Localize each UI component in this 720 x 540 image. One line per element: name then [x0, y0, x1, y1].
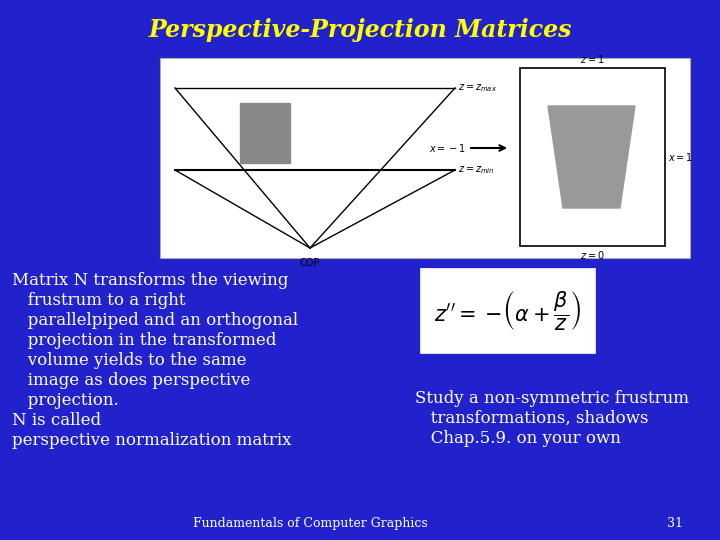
Text: COP: COP — [300, 258, 320, 268]
Bar — [420, 268, 595, 353]
Text: $z = 1$: $z = 1$ — [580, 53, 605, 65]
Text: volume yields to the same: volume yields to the same — [12, 352, 246, 369]
Text: $z = z_{min}$: $z = z_{min}$ — [458, 164, 495, 176]
Text: transformations, shadows: transformations, shadows — [415, 410, 649, 427]
Bar — [160, 58, 690, 258]
Text: $z = 0$: $z = 0$ — [580, 249, 605, 261]
Text: $x = -1$: $x = -1$ — [429, 142, 466, 154]
Bar — [520, 68, 665, 246]
Text: $z'' = -\!\left(\alpha + \dfrac{\beta}{z}\right)$: $z'' = -\!\left(\alpha + \dfrac{\beta}{z… — [433, 289, 581, 332]
Text: $x = 1$: $x = 1$ — [668, 151, 693, 163]
Text: projection.: projection. — [12, 392, 119, 409]
Text: $z = z_{max}$: $z = z_{max}$ — [458, 82, 497, 94]
Text: parallelpiped and an orthogonal: parallelpiped and an orthogonal — [12, 312, 298, 329]
Text: N is called: N is called — [12, 412, 101, 429]
Text: Chap.5.9. on your own: Chap.5.9. on your own — [415, 430, 621, 447]
Text: Perspective-Projection Matrices: Perspective-Projection Matrices — [148, 18, 572, 42]
Text: Matrix N transforms the viewing: Matrix N transforms the viewing — [12, 272, 289, 289]
Bar — [240, 103, 290, 163]
Text: frustrum to a right: frustrum to a right — [12, 292, 186, 309]
Polygon shape — [548, 106, 635, 208]
Text: perspective normalization matrix: perspective normalization matrix — [12, 432, 292, 449]
Text: 31: 31 — [667, 517, 683, 530]
Text: Fundamentals of Computer Graphics: Fundamentals of Computer Graphics — [193, 517, 428, 530]
Text: Study a non-symmetric frustrum: Study a non-symmetric frustrum — [415, 390, 689, 407]
Text: projection in the transformed: projection in the transformed — [12, 332, 276, 349]
Text: image as does perspective: image as does perspective — [12, 372, 251, 389]
